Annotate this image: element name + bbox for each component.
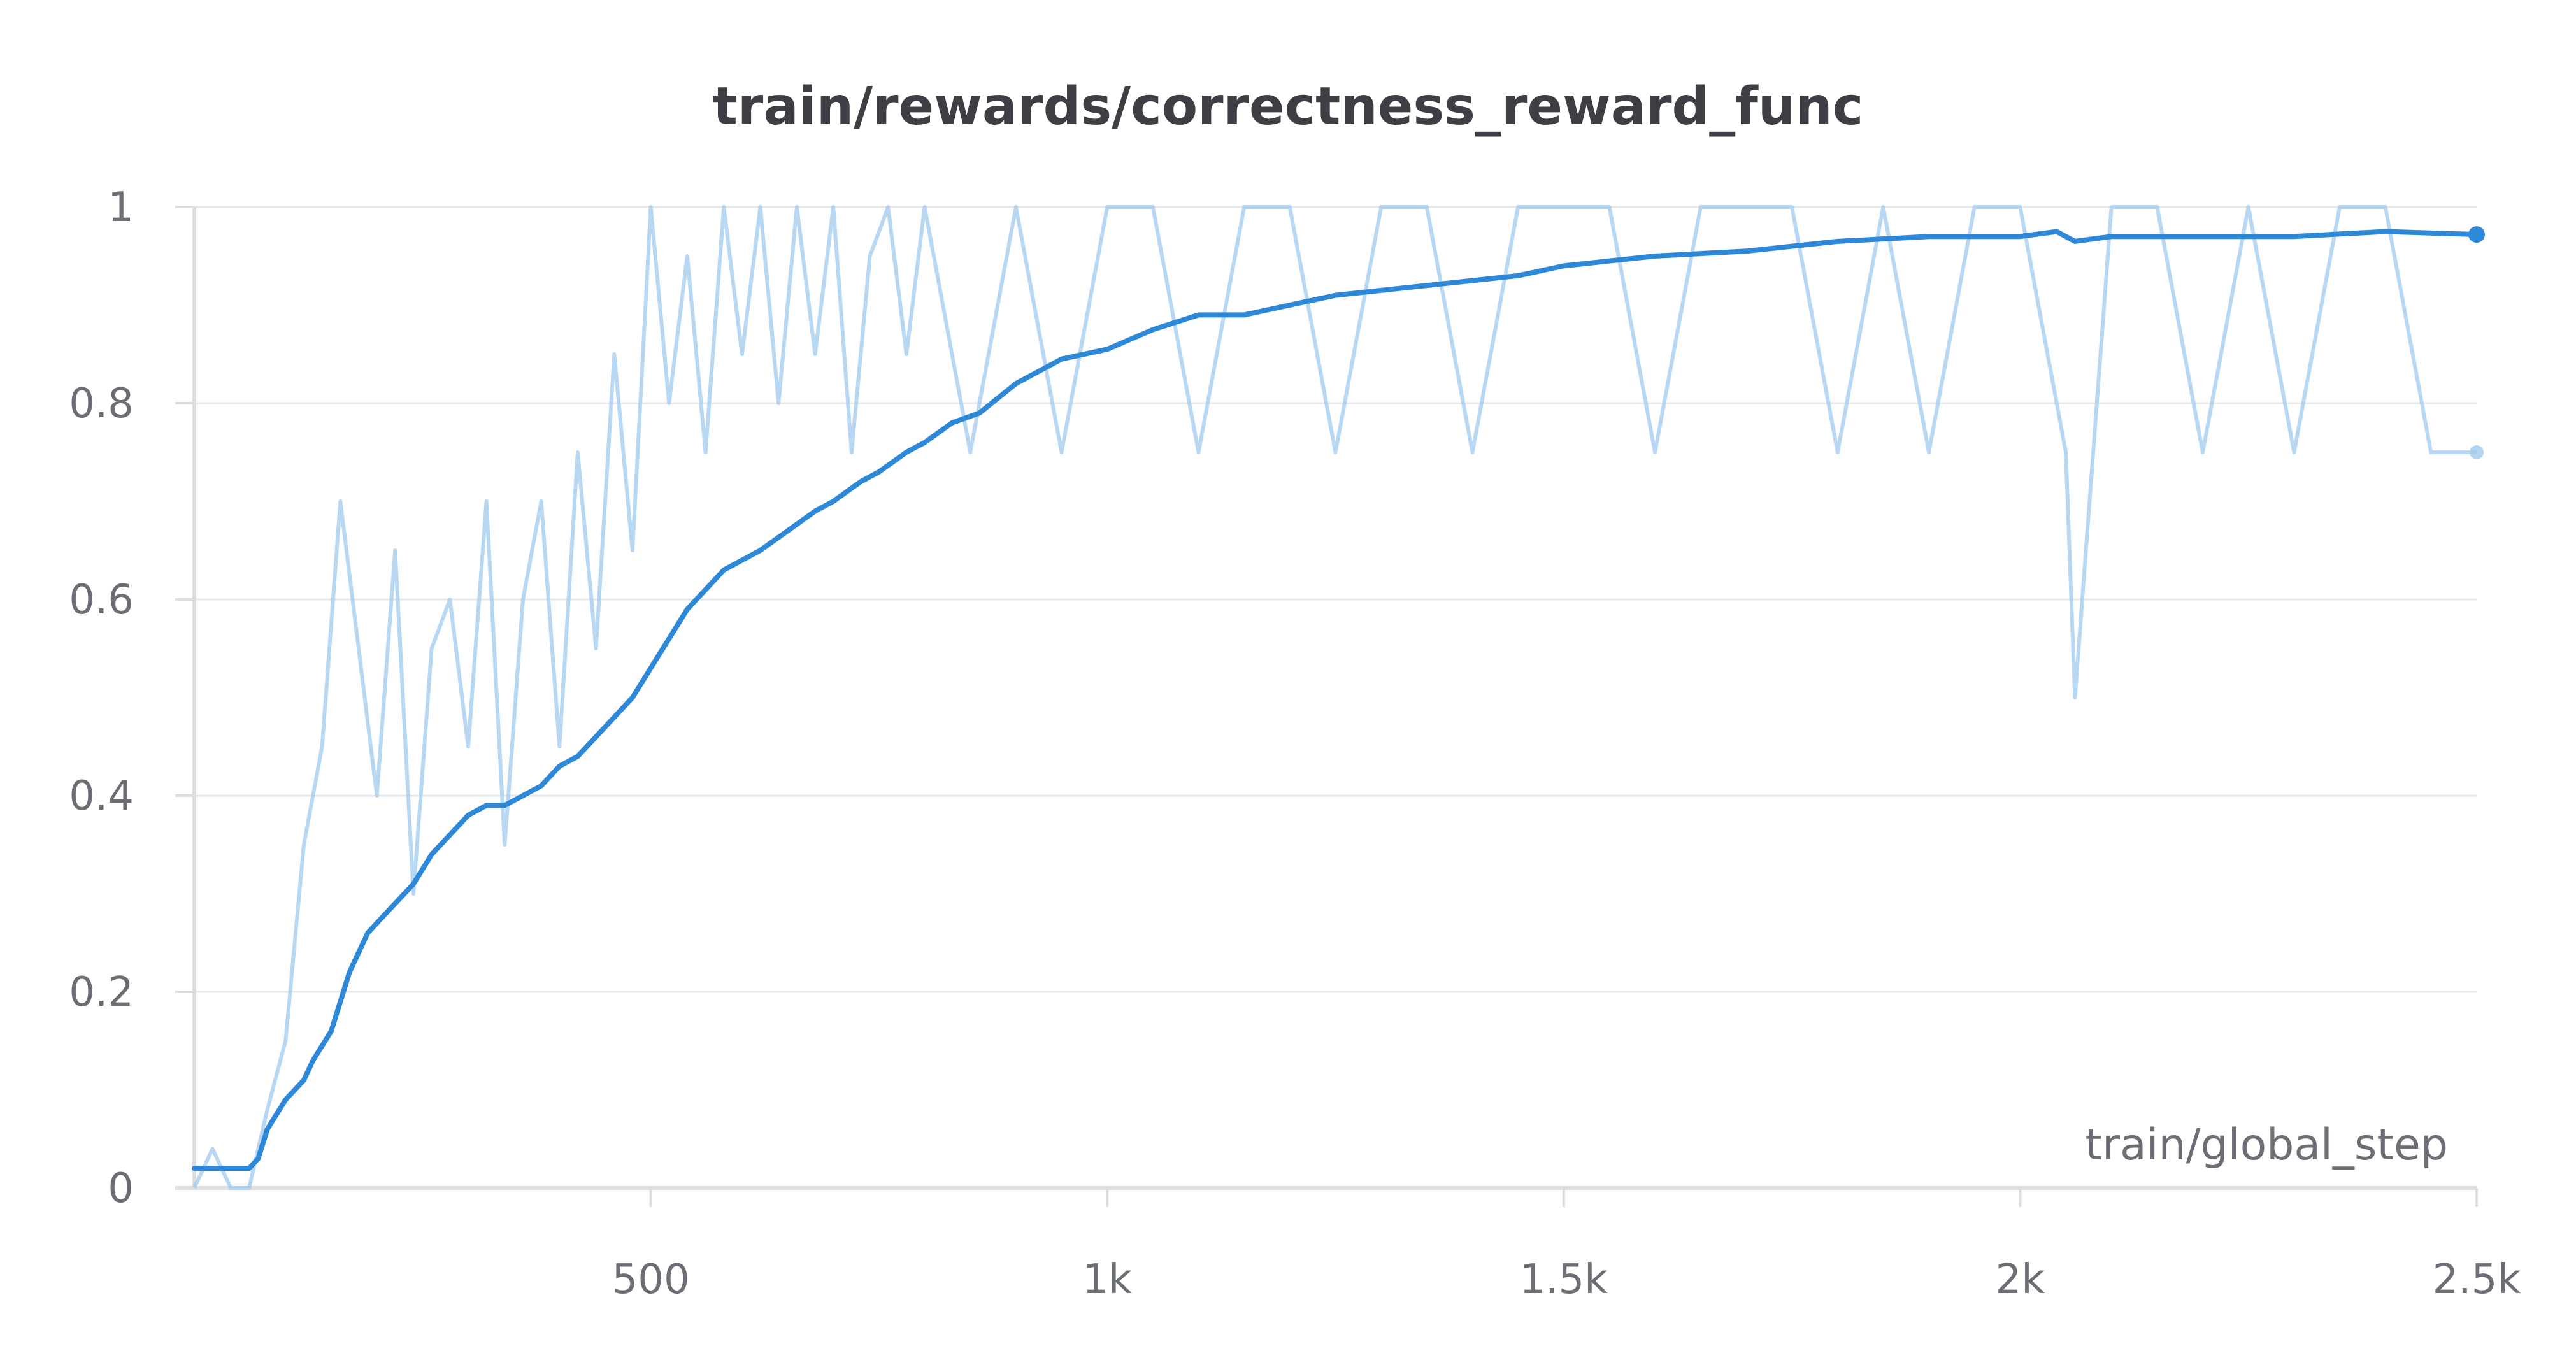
x-tick-label: 2.5k xyxy=(2433,1256,2521,1303)
raw-series xyxy=(192,205,2484,1190)
x-axis-title: train/global_step xyxy=(2085,1120,2448,1170)
chart-title: train/rewards/correctness_reward_func xyxy=(712,76,1864,137)
x-tick-label: 1.5k xyxy=(1519,1256,1608,1303)
x-tick-label: 500 xyxy=(612,1256,690,1303)
smoothed-series-line xyxy=(192,229,2479,1171)
y-tick-label: 0.8 xyxy=(69,380,134,427)
y-tick-label: 1 xyxy=(108,184,134,231)
y-tick-label: 0.4 xyxy=(69,773,134,820)
smoothed-series-end-point xyxy=(2468,226,2485,243)
raw-series-line xyxy=(192,205,2477,1190)
y-tick-label: 0.6 xyxy=(69,576,134,624)
x-tick-label: 1k xyxy=(1082,1256,1132,1303)
axes xyxy=(175,206,2478,1207)
raw-series-end-point xyxy=(2470,445,2484,459)
smoothed-series xyxy=(192,226,2485,1171)
tick-labels: 0 0.2 0.4 0.6 0.8 1 500 1k 1.5k 2k 2.5k train/globa… xyxy=(69,184,2521,1303)
y-tick-label: 0 xyxy=(108,1165,134,1212)
grid-lines xyxy=(194,206,2477,993)
x-tick-label: 2k xyxy=(1996,1256,2045,1303)
y-tick-label: 0.2 xyxy=(69,969,134,1016)
